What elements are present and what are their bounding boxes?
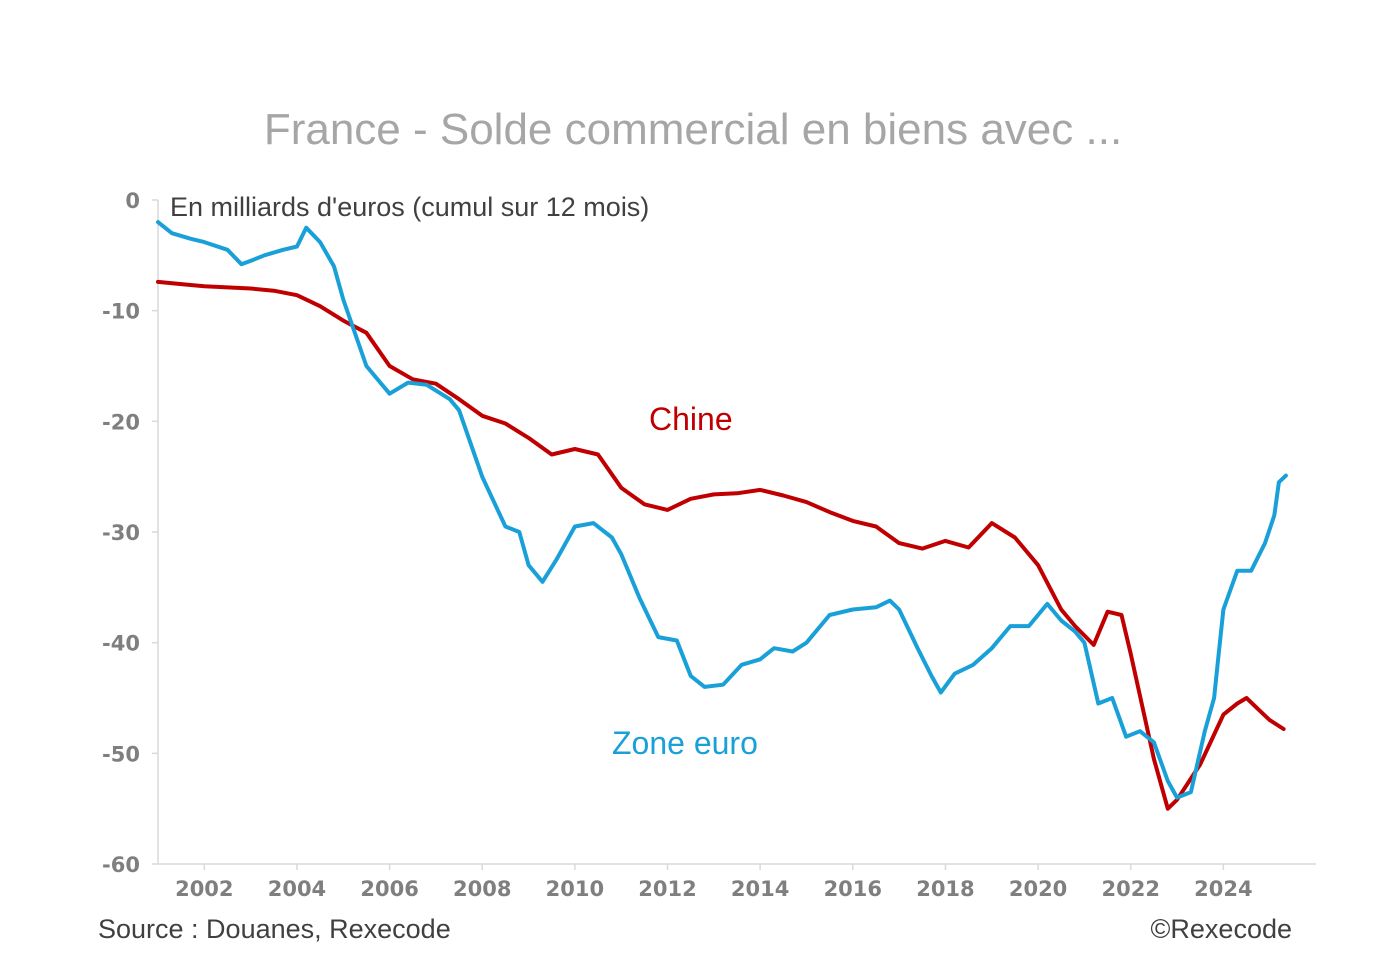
x-tick-label: 2018	[916, 877, 974, 901]
unit-note: En milliards d'euros (cumul sur 12 mois)	[170, 192, 649, 222]
series-line-zone-euro	[156, 220, 1288, 800]
x-tick-label: 2004	[268, 877, 326, 901]
y-tick-label: -10	[102, 300, 140, 324]
x-tick-label: 2012	[638, 877, 696, 901]
x-tick-labels: 2002 2004 2006 2008 2010 2012 2014 2016 2018 2020…	[175, 864, 1253, 901]
y-tick-labels: 0 -10 -20 -30 -40 -50 -60	[102, 189, 158, 877]
x-tick-label: 2020	[1009, 877, 1067, 901]
x-tick-label: 2022	[1101, 877, 1159, 901]
x-tick-label: 2008	[453, 877, 511, 901]
y-tick-label: -20	[102, 410, 140, 434]
x-tick-label: 2006	[360, 877, 418, 901]
x-tick-label: 2010	[546, 877, 604, 901]
series-line-chine	[156, 279, 1286, 811]
source-note: Source : Douanes, Rexecode	[98, 914, 451, 944]
y-tick-label: -30	[102, 521, 140, 545]
x-tick-label: 2002	[175, 877, 233, 901]
y-tick-label: -50	[102, 742, 140, 766]
x-tick-label: 2016	[824, 877, 882, 901]
chart-title: France - Solde commercial en biens avec …	[264, 105, 1122, 154]
y-tick-label: 0	[125, 189, 140, 213]
copyright-note: ©Rexecode	[1151, 914, 1292, 944]
series-label-zone-euro: Zone euro	[612, 725, 758, 761]
y-tick-label: -60	[102, 853, 140, 877]
series-lines	[156, 220, 1288, 811]
y-tick-label: -40	[102, 632, 140, 656]
x-tick-label: 2024	[1194, 877, 1252, 901]
x-tick-label: 2014	[731, 877, 789, 901]
axes	[157, 200, 1316, 865]
series-label-chine: Chine	[649, 401, 733, 437]
